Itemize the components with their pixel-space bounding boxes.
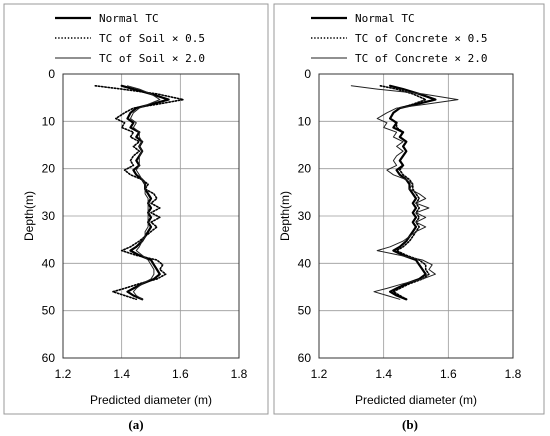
legend-label: Normal TC — [99, 12, 159, 25]
x-tick-label: 1.8 — [231, 367, 248, 381]
y-tick-label: 20 — [298, 162, 312, 176]
plot-area — [318, 73, 514, 359]
y-tick-label: 60 — [298, 351, 312, 365]
y-axis-label: Depth(m) — [22, 191, 36, 241]
series-line-3 — [350, 85, 459, 300]
y-tick-label: 60 — [42, 351, 56, 365]
y-tick-label: 50 — [42, 304, 56, 318]
y-tick-label: 20 — [42, 162, 56, 176]
legend-label: TC of Soil × 0.5 — [99, 32, 205, 45]
x-tick-label: 1.2 — [55, 367, 72, 381]
series-line-2 — [379, 85, 430, 301]
legend-label: TC of Soil × 2.0 — [99, 52, 205, 65]
x-tick-label: 1.6 — [172, 367, 189, 381]
y-tick-label: 40 — [298, 256, 312, 270]
legend-label: Normal TC — [355, 12, 415, 25]
panel-label: (a) — [128, 417, 143, 432]
x-tick-label: 1.8 — [505, 367, 522, 381]
legend-label: TC of Concrete × 0.5 — [355, 32, 487, 45]
x-axis-label: Predicted diameter (m) — [90, 393, 212, 407]
panel-frame — [273, 3, 545, 415]
y-tick-label: 30 — [298, 209, 312, 223]
y-tick-label: 30 — [42, 209, 56, 223]
y-tick-label: 10 — [42, 114, 56, 128]
x-tick-label: 1.6 — [440, 367, 457, 381]
y-tick-label: 0 — [48, 67, 55, 81]
series-line-3 — [127, 85, 161, 300]
chart-panel-a: 0 10 20 30 40 50 60 1.2 1.4 1.6 1.8 Depth(m) Predict… — [3, 3, 269, 432]
y-tick-label: 10 — [298, 114, 312, 128]
y-tick-label: 40 — [42, 256, 56, 270]
y-axis-label: Depth(m) — [278, 191, 292, 241]
panel-frame — [3, 3, 269, 415]
y-tick-label: 0 — [304, 67, 311, 81]
plot-area — [62, 73, 240, 359]
x-axis-label: Predicted diameter (m) — [355, 393, 477, 407]
x-tick-label: 1.4 — [113, 367, 130, 381]
legend-label: TC of Concrete × 2.0 — [355, 52, 487, 65]
y-tick-label: 50 — [298, 304, 312, 318]
chart-panel-b: 0 10 20 30 40 50 60 1.2 1.4 1.6 1.8 Depth(m) Predict… — [273, 3, 545, 432]
x-tick-label: 1.2 — [311, 367, 328, 381]
series-line-2 — [94, 85, 185, 301]
panel-label: (b) — [402, 417, 418, 432]
x-tick-label: 1.4 — [375, 367, 392, 381]
series-line-1 — [120, 84, 170, 301]
